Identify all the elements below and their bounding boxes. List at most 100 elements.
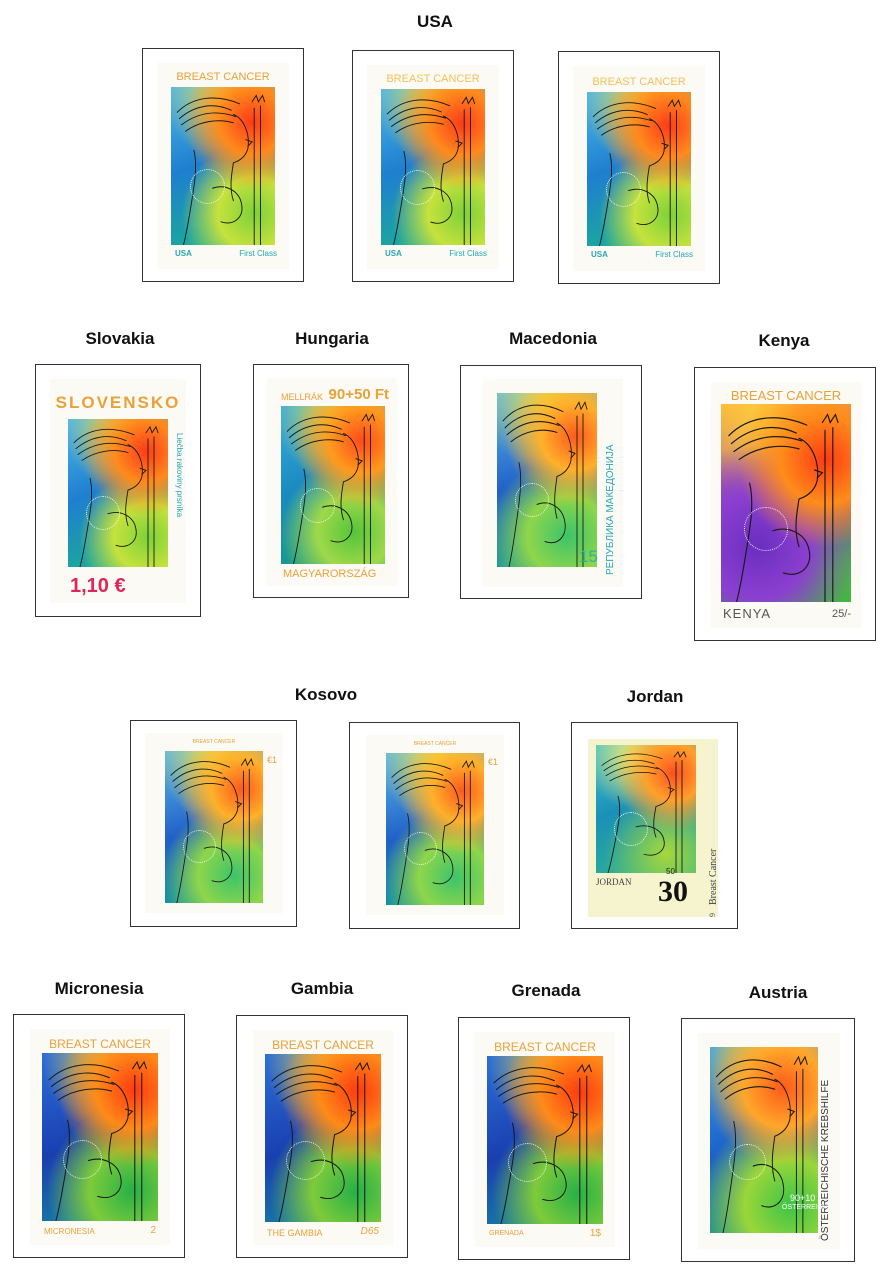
stamp-title: BREAST CANCER (176, 71, 270, 83)
stamp-artwork (381, 89, 485, 245)
stamp-subvalue: 50 (666, 867, 675, 876)
heading-austria: Austria (748, 983, 808, 1002)
stamp-side-text: Breast Cancer (708, 848, 718, 905)
ribbon-circle (399, 170, 435, 206)
stamp-hungary[interactable]: MELLRÁK 90+50 Ft MAGYARORSZÁG (267, 378, 397, 586)
line-drawing (281, 406, 385, 564)
stamp-title: MELLRÁK (281, 392, 324, 402)
stamp-artwork (587, 92, 691, 246)
heading-slovakia: Slovakia (85, 329, 155, 348)
stamp-artwork (42, 1053, 158, 1221)
stamp-usa-3[interactable]: BREAST CANCER USA First Class (573, 66, 705, 271)
ribbon-circle (605, 172, 641, 208)
stamp-value: D65 (360, 1226, 379, 1237)
stamp-country: MICRONESIA (44, 1227, 95, 1236)
stamp-artwork (386, 753, 484, 905)
line-drawing (487, 1056, 603, 1224)
heading-grenada: Grenada (511, 981, 581, 1000)
stamp-slovakia[interactable]: SLOVENSKO Liečba rakoviny prsníka 1,10 € (50, 379, 186, 603)
stamp-mount-grenada: BREAST CANCER GRENADA 1$ (458, 1017, 630, 1260)
stamp-micronesia[interactable]: BREAST CANCER MICRONESIA 2 (30, 1029, 170, 1245)
line-drawing (710, 1047, 818, 1233)
stamp-value: 2 (150, 1225, 156, 1236)
stamp-artwork (265, 1054, 381, 1222)
stamp-mount-slovakia: SLOVENSKO Liečba rakoviny prsníka 1,10 € (35, 364, 201, 617)
stamp-year: 2009 (708, 913, 717, 917)
heading-macedonia: Macedonia (509, 329, 597, 348)
stamp-title: BREAST CANCER (386, 73, 480, 85)
stamp-value: 90+50 Ft (328, 386, 389, 403)
stamp-artwork (596, 745, 696, 873)
stamp-macedonia[interactable]: РЕПУБЛИКА МАКЕДОНИЈА 15 (483, 379, 623, 587)
stamp-kosovo-2[interactable]: BREAST CANCER €1 (366, 735, 504, 915)
stamp-grenada[interactable]: BREAST CANCER GRENADA 1$ (475, 1032, 615, 1247)
ribbon-circle (299, 488, 335, 524)
stamp-value: 15 (579, 547, 598, 566)
stamp-artwork (165, 751, 263, 903)
line-drawing (587, 92, 691, 246)
stamp-usa-1[interactable]: BREAST CANCER USA First Class (157, 63, 289, 269)
heading-kenya: Kenya (758, 331, 810, 350)
stamp-mount-jordan: Breast Cancer 2009 JORDAN 50 30 (571, 722, 738, 929)
stamp-artwork (721, 404, 851, 602)
stamp-mount-usa-2: BREAST CANCER USA First Class (352, 50, 514, 282)
stamp-artwork (171, 87, 275, 245)
ribbon-circle (285, 1141, 325, 1181)
stamp-mount-usa-1: BREAST CANCER USA First Class (142, 48, 304, 282)
ribbon-circle (744, 506, 788, 551)
stamp-title: BREAST CANCER (413, 741, 457, 747)
line-drawing (171, 87, 275, 245)
stamp-value: 90+10 (790, 1193, 816, 1203)
stamp-mount-usa-3: BREAST CANCER USA First Class (558, 51, 720, 284)
stamp-kosovo-1[interactable]: BREAST CANCER €1 (145, 733, 283, 913)
stamp-side-text: РЕПУБЛИКА МАКЕДОНИЈА (605, 444, 616, 575)
stamp-title: BREAST CANCER (730, 388, 842, 403)
stamp-mount-hungary: MELLRÁK 90+50 Ft MAGYARORSZÁG (253, 364, 409, 598)
stamp-denomination: First Class (239, 249, 277, 258)
stamp-mount-macedonia: РЕПУБЛИКА МАКЕДОНИЈА 15 (460, 365, 642, 599)
line-drawing (265, 1054, 381, 1222)
ribbon-circle (729, 1143, 766, 1181)
ribbon-circle (515, 483, 549, 518)
stamp-country: USA (385, 249, 402, 258)
stamp-side-text: Liečba rakoviny prsníka (175, 433, 184, 518)
stamp-value: €1 (266, 755, 277, 765)
ribbon-circle (189, 169, 225, 205)
stamp-title: BREAST CANCER (592, 76, 686, 88)
stamp-gambia[interactable]: BREAST CANCER THE GAMBIA D65 (253, 1030, 393, 1245)
stamp-mount-kenya: BREAST CANCER KENYA 25/- (694, 367, 876, 641)
heading-hungaria: Hungaria (295, 329, 369, 348)
stamp-value: 1$ (589, 1228, 601, 1239)
ribbon-circle (62, 1140, 102, 1180)
stamp-side-text: ÖSTERREICHISCHE KREBSHILFE (820, 1079, 831, 1241)
ribbon-circle (403, 832, 437, 866)
heading-jordan: Jordan (626, 687, 684, 706)
stamp-country: USA (175, 249, 192, 258)
stamp-value: €1 (487, 757, 498, 767)
ribbon-circle (86, 495, 120, 530)
stamp-mount-austria: ÖSTERREICHISCHE KREBSHILFE 90+10 ÖSTERRE… (681, 1018, 855, 1262)
stamp-country: THE GAMBIA (267, 1228, 323, 1238)
stamp-title: BREAST CANCER (192, 739, 236, 745)
stamp-austria[interactable]: ÖSTERREICHISCHE KREBSHILFE 90+10 ÖSTERRE… (698, 1033, 840, 1249)
stamp-kenya[interactable]: BREAST CANCER KENYA 25/- (711, 382, 861, 628)
stamp-value: 1,10 € (70, 575, 126, 597)
stamp-country: MAGYARORSZÁG (283, 568, 377, 580)
stamp-title: BREAST CANCER (494, 1040, 596, 1054)
stamp-country: KENYA (723, 606, 772, 621)
line-drawing (42, 1053, 158, 1221)
line-drawing (68, 419, 168, 567)
stamp-country: JORDAN (596, 877, 632, 887)
stamp-usa-2[interactable]: BREAST CANCER USA First Class (367, 65, 499, 269)
stamp-artwork (68, 419, 168, 567)
stamp-title: BREAST CANCER (49, 1037, 151, 1051)
stamp-jordan[interactable]: Breast Cancer 2009 JORDAN 50 30 (588, 739, 718, 917)
stamp-artwork (281, 406, 385, 564)
heading-kosovo: Kosovo (294, 685, 358, 704)
stamp-title: SLOVENSKO (55, 393, 181, 412)
line-drawing (721, 404, 851, 602)
ribbon-circle (507, 1143, 547, 1183)
stamp-mount-kosovo-2: BREAST CANCER €1 (349, 722, 520, 929)
line-drawing (165, 751, 263, 903)
stamp-value: 30 (658, 875, 688, 908)
